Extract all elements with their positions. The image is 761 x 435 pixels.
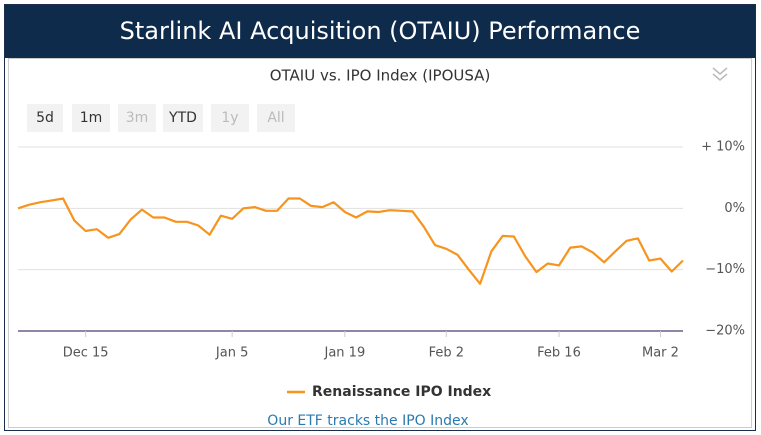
footer-link[interactable]: Our ETF tracks the IPO Index bbox=[267, 413, 468, 429]
line-series bbox=[17, 197, 684, 285]
y-tick-label: + 10% bbox=[701, 140, 745, 155]
x-tick-label: Jan 5 bbox=[215, 346, 248, 361]
range-button-label[interactable]: 5d bbox=[36, 110, 54, 126]
frame bbox=[4, 4, 756, 431]
y-tick-label: 0% bbox=[724, 201, 745, 216]
y-tick-label: −10% bbox=[705, 262, 745, 277]
range-button[interactable] bbox=[72, 104, 110, 132]
page-title: Starlink AI Acquisition (OTAIU) Performa… bbox=[120, 17, 641, 45]
range-button-label: 1y bbox=[221, 110, 238, 126]
range-button[interactable] bbox=[27, 104, 63, 132]
range-button-label: 3m bbox=[126, 110, 149, 126]
y-tick-label: −20% bbox=[705, 324, 745, 339]
chart-border bbox=[8, 58, 752, 428]
x-tick-label: Feb 16 bbox=[537, 346, 581, 361]
chart-title: OTAIU vs. IPO Index (IPOUSA) bbox=[270, 67, 491, 85]
x-tick-label: Feb 2 bbox=[429, 346, 464, 361]
range-button-label[interactable]: YTD bbox=[168, 110, 197, 126]
range-button[interactable] bbox=[163, 104, 203, 132]
legend-label[interactable]: Renaissance IPO Index bbox=[312, 384, 491, 400]
range-button bbox=[257, 104, 295, 132]
range-button-label: All bbox=[267, 110, 284, 126]
range-button bbox=[118, 104, 156, 132]
x-tick-label: Mar 2 bbox=[642, 346, 679, 361]
menu-icon[interactable] bbox=[712, 67, 728, 81]
range-button-label[interactable]: 1m bbox=[80, 110, 103, 126]
x-tick-label: Jan 19 bbox=[324, 346, 366, 361]
header-bar bbox=[5, 5, 755, 58]
range-button bbox=[211, 104, 249, 132]
x-tick-label: Dec 15 bbox=[63, 346, 109, 361]
